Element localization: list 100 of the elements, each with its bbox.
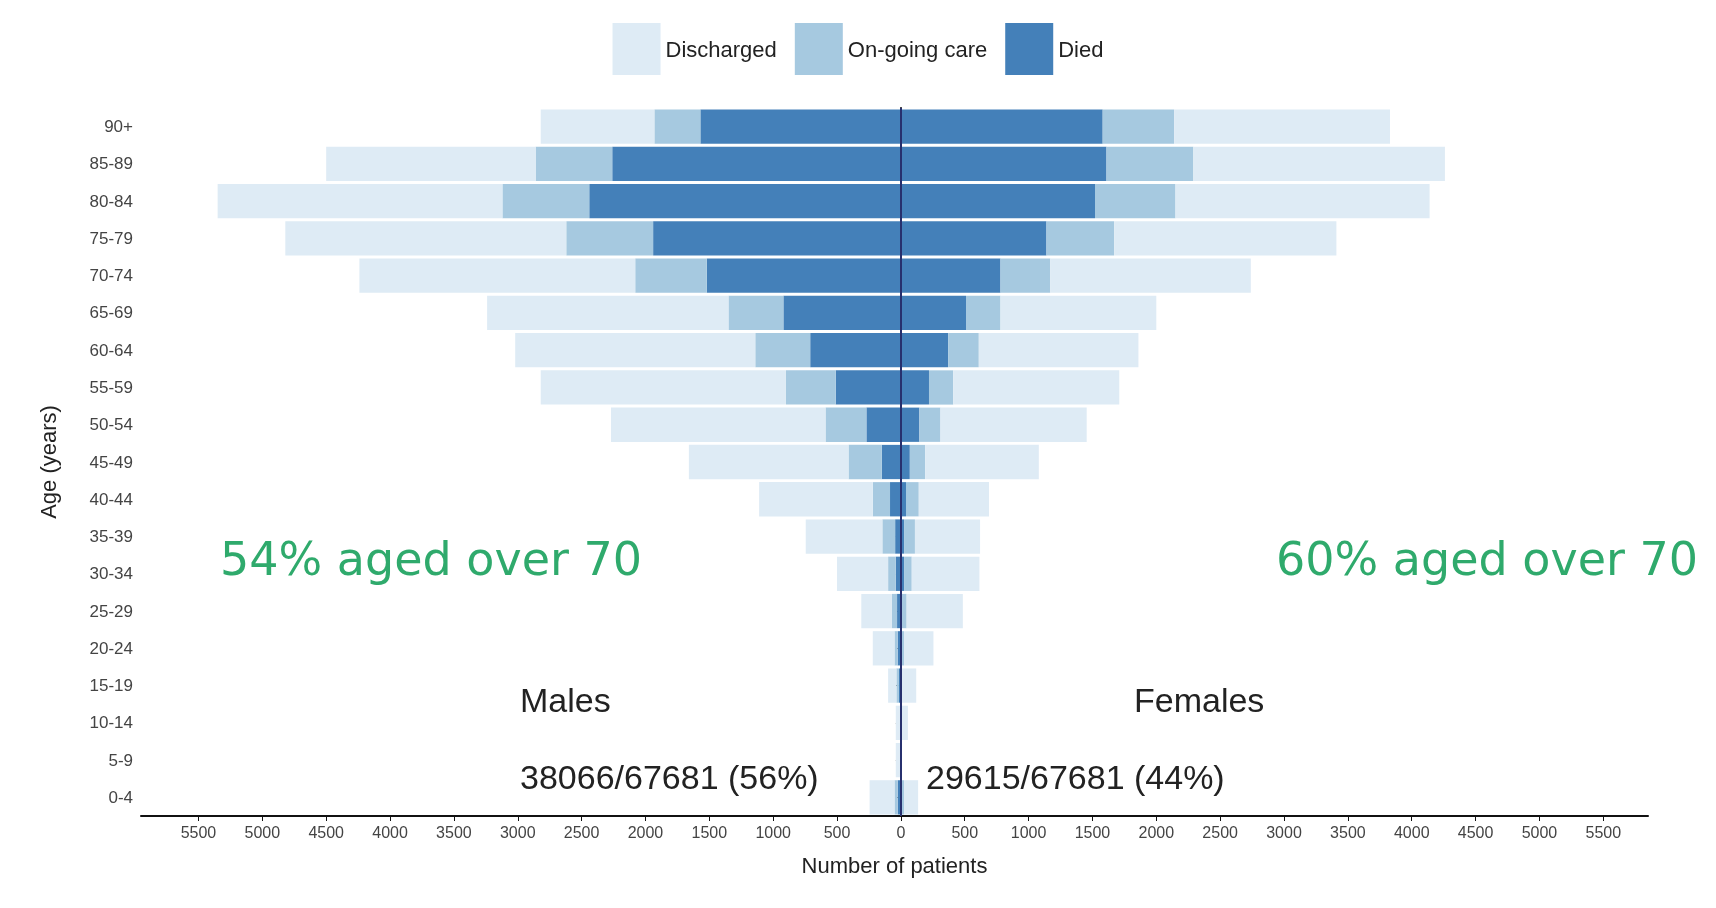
x-axis-title: Number of patients (801, 852, 988, 878)
x-tick-label: 4000 (1393, 823, 1430, 841)
x-tick-label: 3500 (436, 823, 472, 841)
bar (900, 295, 967, 331)
bar (891, 593, 898, 629)
bar (589, 184, 901, 219)
y-tick-label: 5-9 (108, 750, 133, 770)
bar (487, 295, 729, 331)
bar (1046, 221, 1115, 256)
y-tick-label: 20-24 (89, 638, 133, 658)
bar (919, 407, 941, 442)
legend-label: On-going care (847, 36, 988, 62)
x-tick-label: 1500 (1074, 823, 1111, 841)
bar (805, 519, 883, 554)
y-tick-label: 30-34 (89, 564, 133, 584)
bar (953, 370, 1120, 405)
bar (925, 444, 1039, 480)
y-tick-label: 75-79 (89, 228, 133, 248)
bar (1193, 146, 1445, 182)
bar (635, 258, 707, 293)
x-tick-label: 2000 (627, 823, 664, 841)
bar (566, 221, 654, 256)
y-tick-label: 80-84 (89, 191, 133, 211)
y-tick-label: 90+ (104, 117, 134, 137)
bar (900, 258, 1001, 293)
bar (1000, 258, 1051, 293)
y-tick-label: 25-29 (89, 601, 133, 621)
legend-label: Died (1058, 36, 1104, 62)
bar (1000, 295, 1157, 331)
bar (888, 556, 896, 591)
annotation: Females (1134, 681, 1265, 719)
bar (359, 258, 636, 293)
x-tick-label: 4500 (308, 823, 345, 841)
x-tick-label: 5000 (244, 823, 281, 841)
bar (1050, 258, 1251, 293)
bar (610, 407, 826, 442)
bar (911, 556, 980, 591)
bar (918, 482, 990, 517)
x-tick-label: 1000 (755, 823, 792, 841)
x-tick-label: 4000 (372, 823, 408, 841)
bar (706, 258, 901, 293)
bar (612, 146, 901, 182)
bar (895, 742, 901, 778)
legend-label: Discharged (665, 36, 777, 62)
x-tick-label: 500 (951, 823, 979, 841)
bar (904, 780, 919, 815)
y-tick-label: 55-59 (89, 377, 133, 397)
x-tick-label: 2500 (1202, 823, 1239, 841)
bar (728, 295, 784, 331)
y-tick-label: 35-39 (89, 527, 133, 547)
y-tick-label: 15-19 (89, 676, 133, 696)
bar (515, 333, 756, 368)
annotation: Males (520, 681, 611, 719)
bar (217, 184, 503, 219)
bar (759, 482, 873, 517)
bar (900, 146, 1107, 182)
bar (688, 444, 849, 480)
bar (904, 519, 915, 554)
bar (872, 482, 891, 517)
bar (900, 333, 949, 368)
bar (900, 370, 929, 405)
annotation: 54% aged over 70 (220, 532, 643, 586)
x-tick-label: 1500 (691, 823, 728, 841)
bar (861, 593, 892, 629)
bar (535, 146, 613, 182)
bar (928, 370, 954, 405)
bar (700, 109, 901, 144)
x-tick-label: 3500 (1330, 823, 1366, 841)
x-tick-label: 2000 (1138, 823, 1175, 841)
bar (904, 556, 912, 591)
bar (1095, 184, 1176, 219)
x-tick-label: 500 (823, 823, 851, 841)
bar (1174, 109, 1391, 144)
bar (825, 407, 867, 442)
x-tick-label: 1000 (1010, 823, 1047, 841)
x-tick-label: 3000 (499, 823, 536, 841)
bar (881, 444, 901, 480)
bar (900, 668, 917, 703)
annotation: 29615/67681 (44%) (926, 758, 1225, 796)
bar (502, 184, 590, 219)
bar (285, 221, 567, 256)
bar (966, 295, 1001, 331)
x-tick-label: 2500 (563, 823, 600, 841)
bar (540, 109, 655, 144)
bar (1175, 184, 1430, 219)
annotation: 38066/67681 (56%) (520, 758, 819, 796)
x-tick-label: 5000 (1521, 823, 1558, 841)
bar (1106, 146, 1194, 182)
bar (866, 407, 901, 442)
bar (1102, 109, 1175, 144)
bar (940, 407, 1087, 442)
x-tick-label: 4500 (1457, 823, 1494, 841)
bar (905, 482, 919, 517)
bar (1114, 221, 1337, 256)
y-tick-label: 60-64 (89, 340, 133, 360)
bar (869, 780, 895, 815)
bar (900, 407, 920, 442)
bar (900, 184, 1096, 219)
y-tick-label: 45-49 (89, 452, 133, 472)
bar (909, 444, 926, 480)
